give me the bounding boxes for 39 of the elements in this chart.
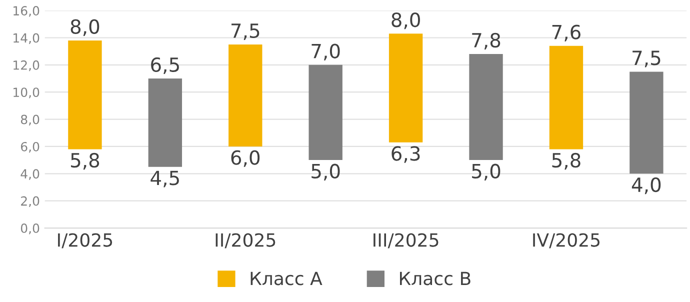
y-tick-label: 12,0: [14, 60, 40, 72]
bar: [469, 54, 503, 160]
legend-label: Класс А: [250, 272, 322, 286]
data-label: 7,6: [552, 24, 580, 42]
x-tick-label: III/2025: [374, 233, 438, 248]
data-label: 7,0: [312, 44, 340, 60]
annotation: 6,0: [231, 150, 260, 167]
annotation: 5,8: [552, 152, 580, 170]
x-tick-label: II/2025: [216, 233, 276, 248]
annotation: 4,0: [632, 177, 661, 194]
data-label: 8,0: [392, 12, 420, 30]
bar: [630, 72, 664, 174]
data-label: 6,5: [151, 57, 179, 74]
bar: [148, 78, 182, 167]
annotation: 5,0: [312, 164, 340, 180]
y-tick-label: 6,0: [20, 142, 40, 153]
y-tick-label: 8,0: [20, 114, 40, 126]
data-label: 8,0: [70, 19, 100, 36]
legend-label: Класс B: [400, 272, 470, 286]
bar: [549, 46, 584, 150]
annotation: 6,3: [392, 146, 420, 163]
y-tick-label: 0,0: [20, 223, 40, 234]
data-label: 7,5: [232, 24, 260, 40]
bar: [388, 34, 423, 142]
x-tick-label: IV/2025: [533, 233, 600, 248]
y-tick-label: 4,0: [20, 169, 40, 180]
data-label: 7,5: [632, 50, 660, 68]
annotation: 4,5: [150, 170, 179, 188]
y-tick-label: 16,0: [14, 6, 40, 17]
bar: [308, 64, 342, 160]
data-label: 7,8: [472, 32, 500, 50]
y-tick-label: 14,0: [14, 33, 40, 44]
annotation: 5,8: [70, 152, 100, 170]
annotation: 5,0: [472, 164, 500, 180]
bar: [68, 40, 102, 150]
x-tick-label: I/2025: [58, 233, 112, 248]
bar: [228, 44, 262, 146]
y-tick-label: 2,0: [21, 196, 40, 208]
y-tick-label: 10,0: [14, 88, 40, 98]
